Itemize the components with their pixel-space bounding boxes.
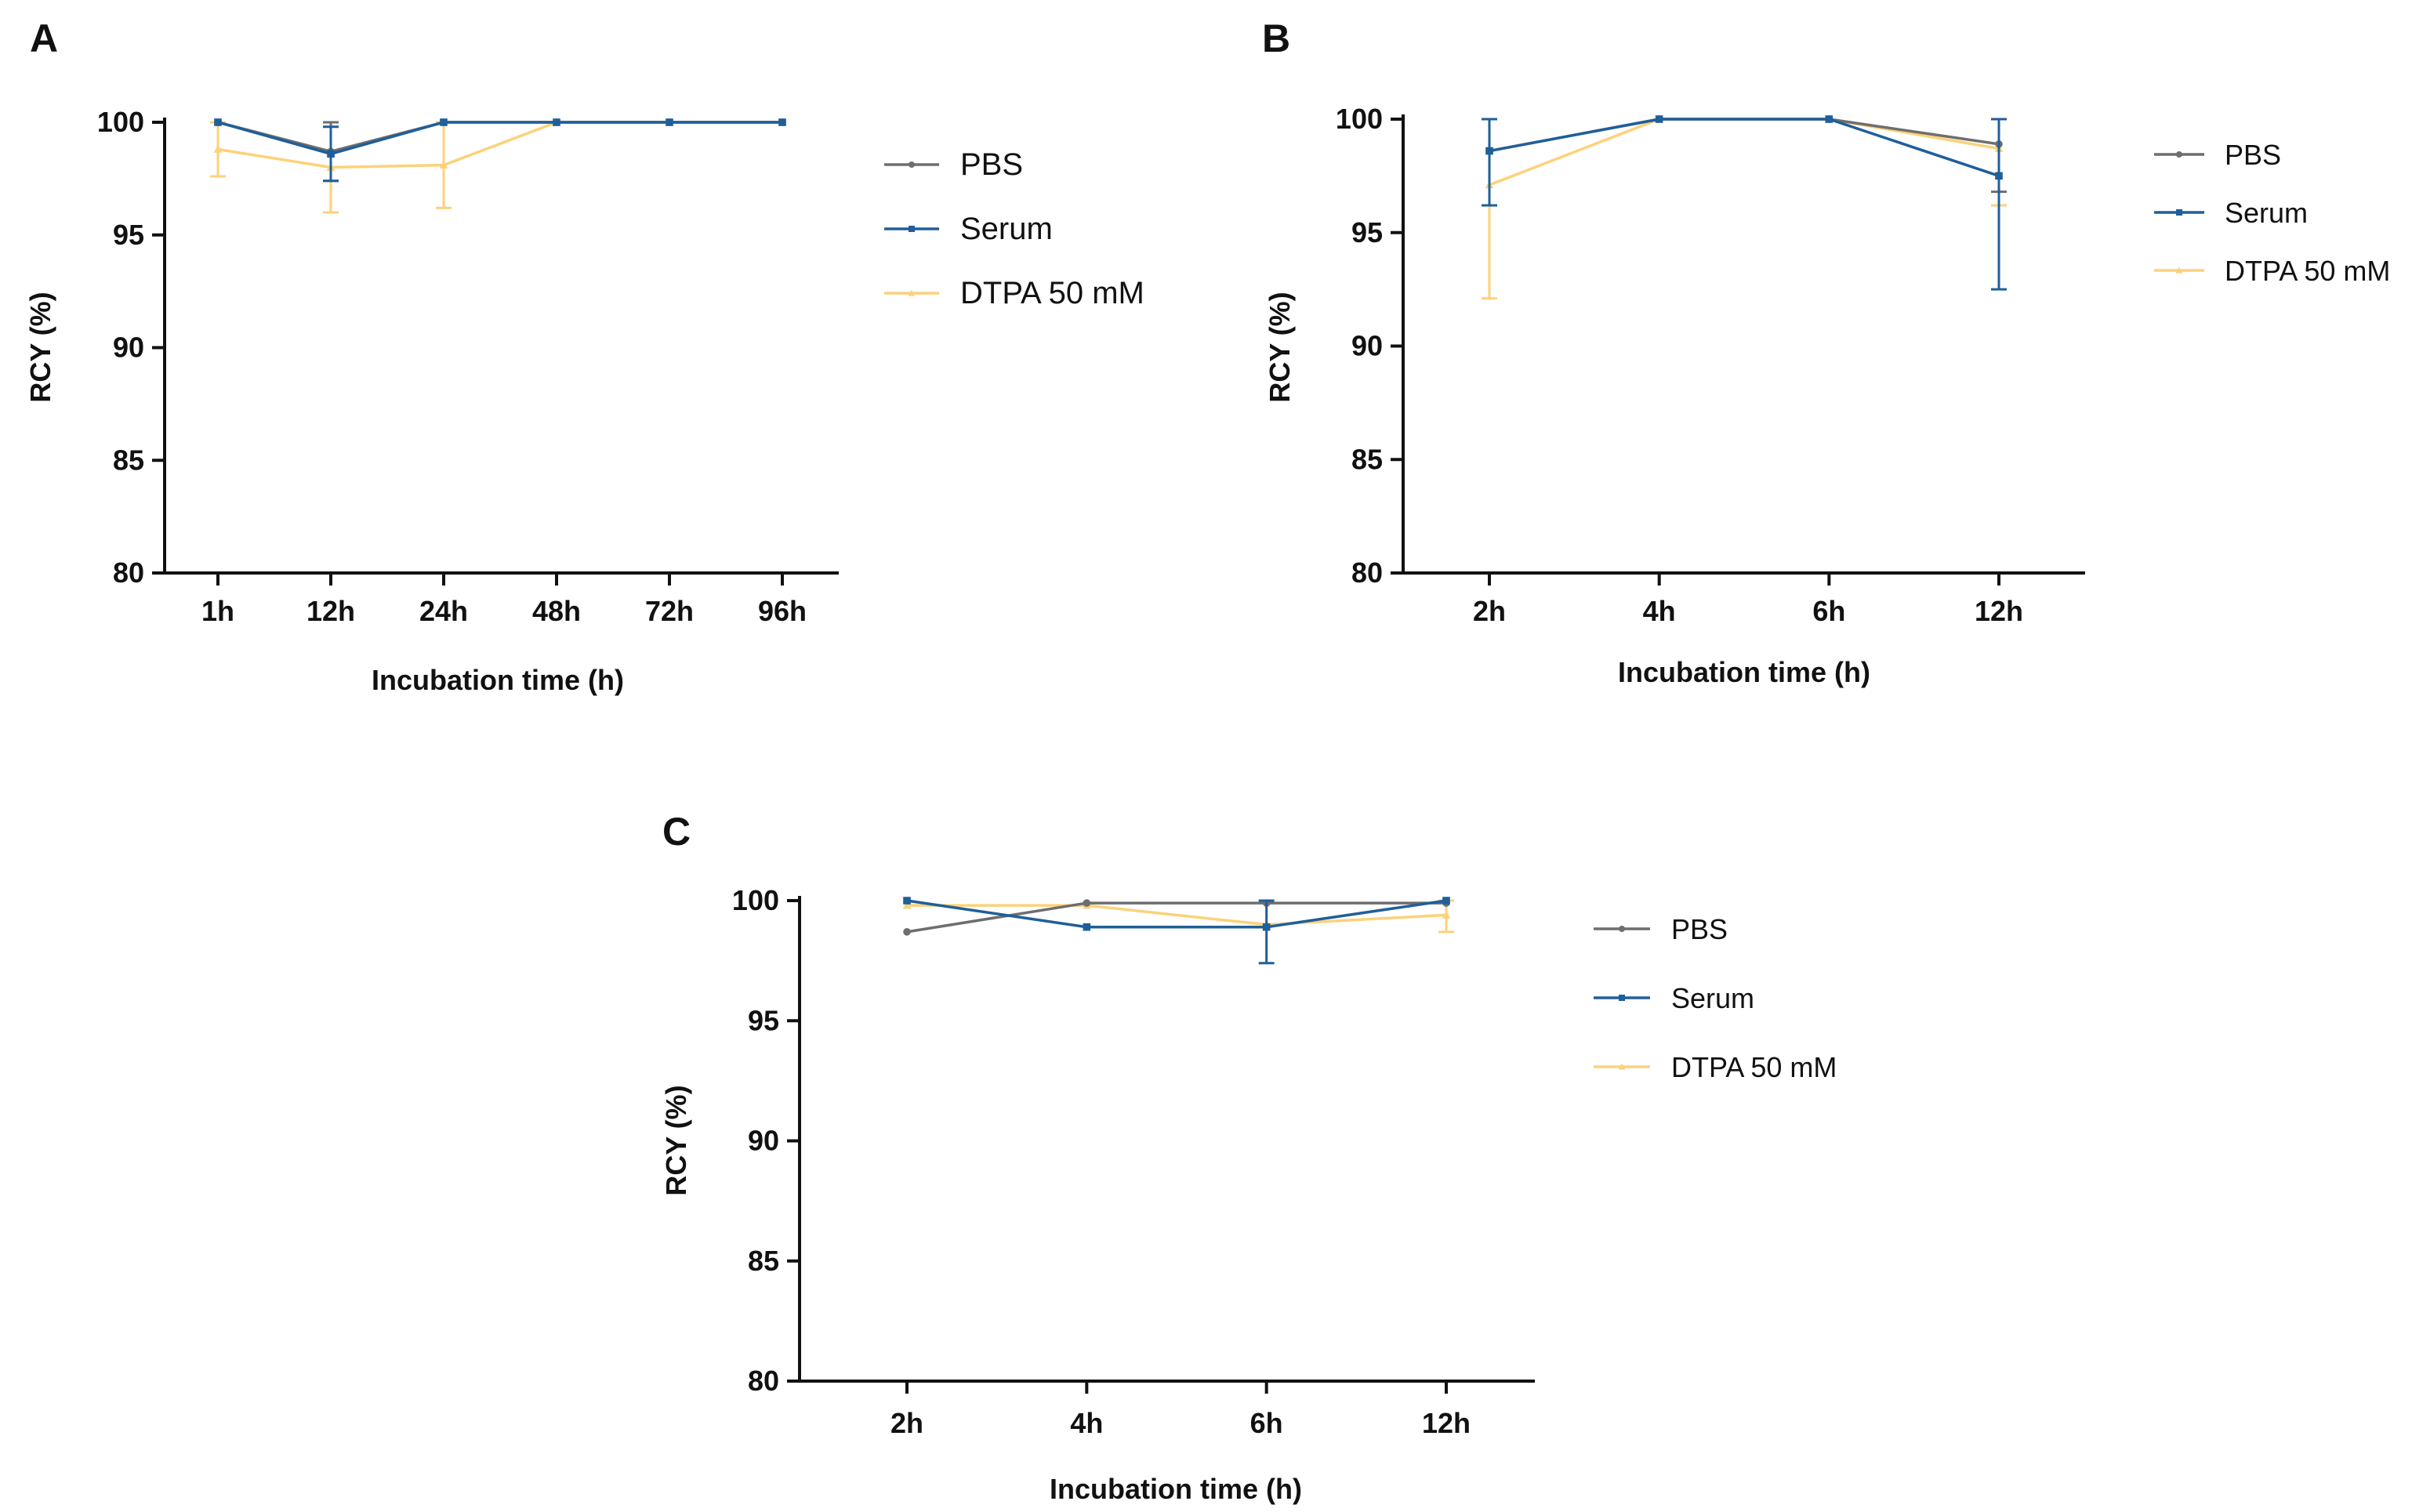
y-tick-label: 85 xyxy=(113,444,144,476)
y-tick-label: 80 xyxy=(748,1365,779,1397)
legend: PBS Serum DTPA 50 mM xyxy=(2154,139,2390,287)
panel-label: C xyxy=(662,810,691,854)
legend-marker xyxy=(1619,926,1625,932)
x-tick-label: 12h xyxy=(1422,1407,1471,1439)
y-axis-title: RCY (%) xyxy=(660,1085,692,1195)
x-tick-label: 72h xyxy=(645,595,694,627)
y-tick-label: 100 xyxy=(732,884,779,916)
legend-marker xyxy=(2176,209,2182,216)
data-point xyxy=(1262,923,1271,931)
legend-label: DTPA 50 mM xyxy=(2225,255,2390,287)
series-serum xyxy=(903,897,1450,965)
y-tick-label: 90 xyxy=(113,332,144,364)
legend-marker xyxy=(908,289,916,296)
x-tick-label: 2h xyxy=(1473,595,1506,627)
x-tick-label: 24h xyxy=(419,595,468,627)
legend-label: DTPA 50 mM xyxy=(1671,1051,1837,1083)
x-axis-title: Incubation time (h) xyxy=(1050,1473,1302,1505)
series-pbs xyxy=(214,118,786,183)
y-axis-title: RCY (%) xyxy=(24,292,56,402)
data-point xyxy=(440,118,448,126)
chart-panel-a: A 80 85 90 95 100 1h 12h 24h 48h 72h 96h Incubation … xyxy=(24,16,1144,696)
data-point xyxy=(213,145,223,153)
data-point xyxy=(1485,147,1493,155)
legend-label: Serum xyxy=(1671,982,1754,1014)
x-tick-label: 48h xyxy=(532,595,581,627)
legend-marker xyxy=(2175,267,2183,274)
x-tick-label: 12h xyxy=(1975,595,2023,627)
data-point xyxy=(903,928,911,936)
series-line xyxy=(906,899,1447,929)
legend-marker xyxy=(2176,151,2182,158)
chart-panel-b: B 80 85 90 95 100 2h 4h 6h 12h Incubation time (h)… xyxy=(1262,16,2390,688)
series-serum xyxy=(1482,115,2007,291)
data-point xyxy=(553,118,560,126)
data-point xyxy=(1083,923,1091,931)
y-tick-label: 85 xyxy=(748,1245,779,1277)
data-point xyxy=(1442,910,1451,919)
panel-label: A xyxy=(30,16,58,60)
series-line xyxy=(1489,118,2000,187)
y-axis-title: RCY (%) xyxy=(1264,292,1296,402)
data-point xyxy=(327,150,335,158)
series-line xyxy=(217,121,782,156)
y-tick-label: 90 xyxy=(1351,330,1383,362)
legend-marker xyxy=(1618,1063,1626,1070)
legend-label: Serum xyxy=(960,212,1053,246)
data-point xyxy=(1655,115,1663,123)
x-tick-label: 2h xyxy=(890,1407,923,1439)
data-point xyxy=(666,118,673,126)
x-tick-label: 96h xyxy=(758,595,807,627)
x-axis-title: Incubation time (h) xyxy=(372,664,624,696)
x-tick-label: 4h xyxy=(1643,595,1676,627)
chart-panel-c: C 80 85 90 95 100 2h 4h 6h 12h Incubation time (h)… xyxy=(660,810,1837,1505)
legend-marker xyxy=(909,161,915,168)
y-tick-label: 100 xyxy=(97,106,144,138)
legend-marker xyxy=(1619,995,1625,1001)
legend-label: PBS xyxy=(960,147,1023,182)
legend-label: PBS xyxy=(1671,913,1728,945)
y-tick-label: 95 xyxy=(113,219,144,251)
x-tick-label: 1h xyxy=(201,595,234,627)
data-point xyxy=(214,118,222,126)
y-tick-label: 95 xyxy=(748,1004,779,1036)
legend-label: DTPA 50 mM xyxy=(960,276,1144,310)
x-axis-title: Incubation time (h) xyxy=(1618,656,1870,688)
data-point xyxy=(902,901,912,909)
series-dtpa-50-mm xyxy=(210,118,787,214)
series-pbs xyxy=(1482,115,2007,207)
x-tick-label: 4h xyxy=(1070,1407,1103,1439)
data-point xyxy=(1825,115,1833,123)
x-tick-label: 6h xyxy=(1812,595,1845,627)
series-serum xyxy=(214,118,786,183)
series-dtpa-50-mm xyxy=(1482,114,2007,300)
legend-marker xyxy=(909,226,915,232)
y-tick-label: 100 xyxy=(1336,103,1383,135)
data-point xyxy=(778,118,786,126)
data-point xyxy=(903,897,911,905)
y-tick-label: 80 xyxy=(113,557,144,589)
y-tick-label: 90 xyxy=(748,1125,779,1157)
panel-label: B xyxy=(1262,16,1290,60)
legend: PBS Serum DTPA 50 mM xyxy=(884,147,1144,310)
x-tick-label: 12h xyxy=(306,595,355,627)
data-point xyxy=(1442,897,1450,905)
y-tick-label: 80 xyxy=(1351,557,1383,589)
data-point xyxy=(439,161,448,169)
data-point xyxy=(1995,172,2003,180)
series-line xyxy=(907,904,1447,926)
y-tick-label: 95 xyxy=(1351,216,1383,248)
series-line xyxy=(906,901,1446,934)
series-line xyxy=(1489,118,2000,178)
x-tick-label: 6h xyxy=(1250,1407,1283,1439)
y-tick-label: 85 xyxy=(1351,443,1383,475)
legend: PBS Serum DTPA 50 mM xyxy=(1594,913,1837,1083)
legend-label: PBS xyxy=(2225,139,2281,171)
data-point xyxy=(1083,899,1091,907)
legend-label: Serum xyxy=(2225,197,2308,229)
